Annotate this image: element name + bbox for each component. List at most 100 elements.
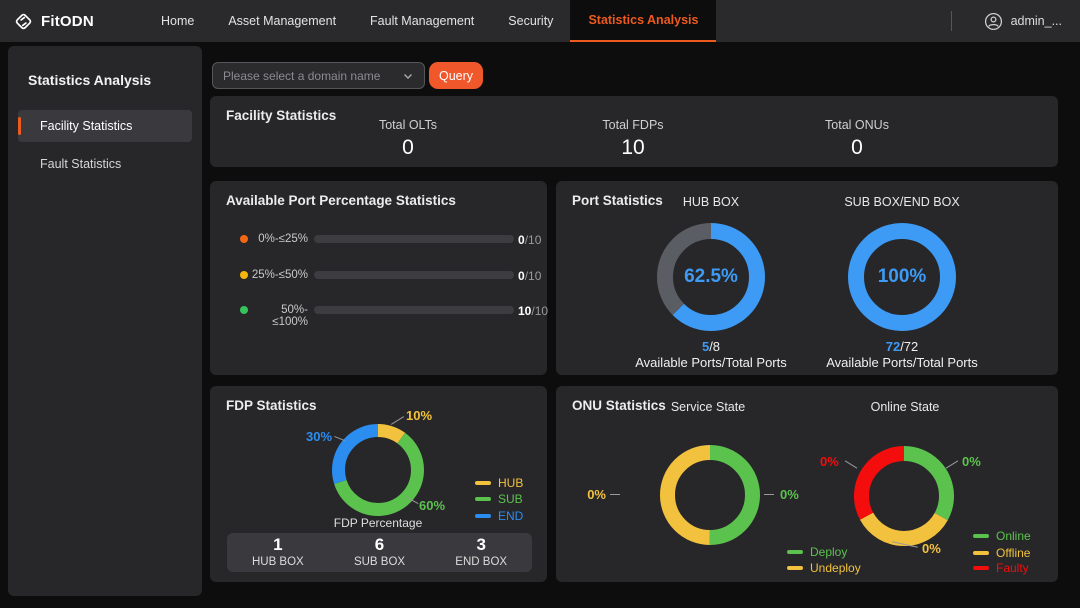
chart-title-online-state: Online State bbox=[870, 400, 940, 414]
chart-title-sub-end-box: SUB BOX/END BOX bbox=[844, 195, 960, 209]
legend-item-undeploy[interactable]: Undeploy bbox=[787, 561, 861, 575]
legend-swatch bbox=[973, 534, 989, 538]
range-label: 25%-≤50% bbox=[251, 269, 308, 281]
range-label: 50%-≤100% bbox=[272, 304, 308, 328]
fdp-caption: FDP Percentage bbox=[333, 516, 423, 530]
online-state-donut-chart bbox=[854, 446, 954, 546]
legend-label: SUB bbox=[498, 492, 523, 506]
online-online-label: 0% bbox=[962, 454, 981, 469]
stat-value: 0 bbox=[402, 136, 414, 159]
stat-label: Total ONUs bbox=[825, 118, 889, 132]
service-undeploy-label: 0% bbox=[587, 487, 606, 502]
legend-item-online[interactable]: Online bbox=[973, 529, 1031, 543]
legend-label: END bbox=[498, 509, 524, 523]
service-state-donut-chart bbox=[660, 445, 760, 545]
nav-item-fault-management[interactable]: Fault Management bbox=[370, 14, 475, 28]
nav-item-security[interactable]: Security bbox=[508, 14, 554, 28]
legend-swatch bbox=[787, 550, 803, 554]
sidebar-item-label: Fault Statistics bbox=[40, 157, 122, 171]
query-button[interactable]: Query bbox=[429, 62, 483, 89]
top-navbar: FitODN Home Asset Management Fault Manag… bbox=[0, 0, 1080, 42]
hub-box-caption: Available Ports/Total Ports bbox=[635, 355, 787, 370]
navbar-right: admin_... bbox=[950, 0, 1080, 42]
count-value: 6 bbox=[374, 535, 385, 554]
chart-title-service-state: Service State bbox=[670, 400, 746, 414]
legend-label: Undeploy bbox=[810, 561, 861, 575]
legend-swatch bbox=[475, 481, 491, 485]
sidebar-item-facility-statistics[interactable]: Facility Statistics bbox=[18, 110, 192, 142]
stat-value: 10 bbox=[621, 136, 645, 159]
fdp-donut-chart bbox=[332, 424, 424, 516]
main-nav: Home Asset Management Fault Management S… bbox=[144, 0, 717, 42]
sidebar: Statistics Analysis Facility Statistics … bbox=[8, 46, 202, 596]
progress-track bbox=[314, 271, 514, 279]
nav-divider bbox=[950, 11, 952, 31]
stat-label: Total OLTs bbox=[378, 118, 438, 132]
port-statistics-card: Port Statistics HUB BOX 62.5% 5/8 Availa… bbox=[556, 181, 1058, 375]
leader-line bbox=[610, 494, 620, 495]
legend-label: HUB bbox=[498, 476, 524, 490]
progress-track bbox=[314, 235, 514, 243]
legend-swatch bbox=[787, 566, 803, 570]
fdp-statistics-card: FDP Statistics 10% 30% 60% FDP Percentag… bbox=[210, 386, 547, 582]
stat-total-fdps: Total FDPs 10 bbox=[553, 118, 713, 160]
onu-statistics-card: ONU Statistics Service State 0% 0% Deplo… bbox=[556, 386, 1058, 582]
nav-item-statistics-analysis[interactable]: Statistics Analysis bbox=[570, 0, 717, 42]
fdp-label-end: 30% bbox=[306, 429, 333, 444]
range-value: 0/10 bbox=[518, 269, 542, 283]
range-label: 0%-≤25% bbox=[258, 233, 308, 245]
legend-item-end[interactable]: END bbox=[475, 509, 523, 523]
legend-item-deploy[interactable]: Deploy bbox=[787, 545, 847, 559]
range-value: 10/10 bbox=[518, 304, 549, 318]
range-dot bbox=[240, 235, 248, 243]
user-menu[interactable]: admin_... bbox=[984, 12, 1062, 31]
chevron-down-icon bbox=[404, 73, 412, 79]
chart-title-hub-box: HUB BOX bbox=[682, 195, 740, 209]
fitodn-logo-icon bbox=[14, 12, 33, 31]
range-dot bbox=[240, 271, 248, 279]
legend-swatch bbox=[475, 497, 491, 501]
fdp-label-hub: 10% bbox=[406, 408, 433, 423]
legend-item-faulty[interactable]: Faulty bbox=[973, 561, 1029, 575]
brand[interactable]: FitODN bbox=[0, 0, 130, 42]
hub-box-ports-ratio: 5/8 bbox=[701, 339, 721, 354]
stat-total-onus: Total ONUs 0 bbox=[777, 118, 937, 160]
card-title: Available Port Percentage Statistics bbox=[226, 193, 456, 208]
stat-value: 0 bbox=[851, 136, 863, 159]
sub-box-count: 6 SUB BOX bbox=[329, 533, 431, 572]
brand-name: FitODN bbox=[41, 12, 94, 30]
username: admin_... bbox=[1010, 14, 1062, 28]
card-title: ONU Statistics bbox=[572, 398, 666, 413]
content-area: Statistics Analysis Facility Statistics … bbox=[0, 42, 1080, 608]
select-placeholder: Please select a domain name bbox=[223, 68, 381, 83]
fdp-label-sub: 60% bbox=[419, 498, 446, 513]
legend-label: Online bbox=[996, 529, 1031, 543]
range-value: 0/10 bbox=[518, 233, 542, 247]
legend-swatch bbox=[973, 566, 989, 570]
online-offline-label: 0% bbox=[922, 541, 941, 556]
active-indicator bbox=[18, 117, 21, 135]
user-icon bbox=[984, 12, 1002, 30]
stat-total-olts: Total OLTs 0 bbox=[328, 118, 488, 160]
online-faulty-label: 0% bbox=[820, 454, 839, 469]
sidebar-item-fault-statistics[interactable]: Fault Statistics bbox=[18, 148, 192, 180]
legend-swatch bbox=[475, 514, 491, 518]
count-value: 3 bbox=[476, 535, 486, 554]
sidebar-item-label: Facility Statistics bbox=[40, 119, 133, 133]
count-label: END BOX bbox=[455, 556, 508, 568]
card-title: FDP Statistics bbox=[226, 398, 317, 413]
progress-track bbox=[314, 306, 514, 314]
legend-swatch bbox=[973, 551, 989, 555]
legend-item-sub[interactable]: SUB bbox=[475, 492, 523, 506]
nav-item-home[interactable]: Home bbox=[161, 14, 195, 28]
legend-item-offline[interactable]: Offline bbox=[973, 546, 1030, 560]
legend-label: Deploy bbox=[810, 545, 848, 559]
donut-center-label: 100% bbox=[877, 266, 927, 287]
legend-item-hub[interactable]: HUB bbox=[475, 476, 523, 490]
domain-select[interactable]: Please select a domain name bbox=[212, 62, 425, 89]
sub-end-box-ports-ratio: 72/72 bbox=[885, 339, 919, 354]
legend-label: Offline bbox=[996, 546, 1031, 560]
sub-end-box-donut-chart: 100% bbox=[848, 223, 956, 331]
sidebar-title: Statistics Analysis bbox=[28, 72, 152, 88]
nav-item-asset-management[interactable]: Asset Management bbox=[228, 14, 337, 28]
